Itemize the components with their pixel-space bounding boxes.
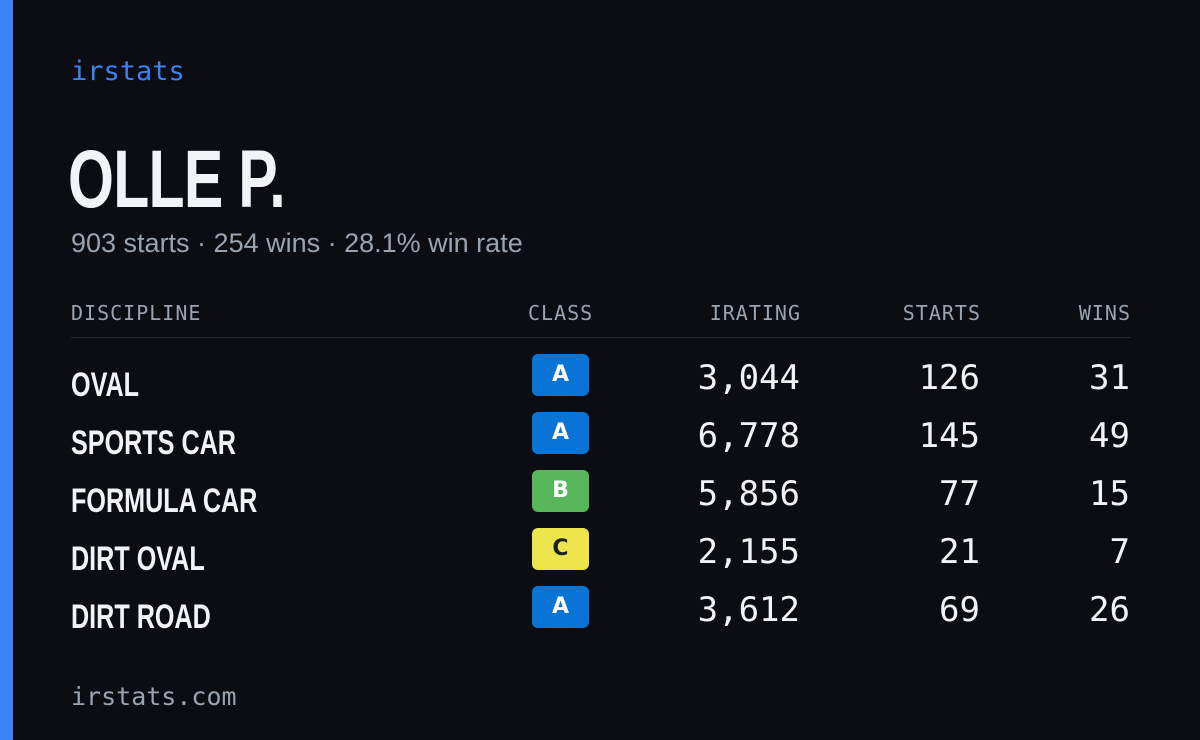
irating-value: 6,778 [697, 416, 800, 456]
starts-value: 69 [939, 590, 980, 630]
irating-value: 2,155 [697, 532, 800, 572]
header-wins: WINS [1078, 301, 1131, 325]
class-badge: A [532, 354, 589, 396]
table-header: DISCIPLINE CLASS IRATING STARTS WINS [71, 299, 1131, 338]
class-badge: A [532, 586, 589, 628]
table-row: SPORTS CAR A 6,778 145 49 [71, 410, 1131, 468]
discipline-name: DIRT ROAD [71, 598, 211, 636]
wins-value: 31 [1089, 358, 1130, 398]
wins-value: 7 [1109, 532, 1130, 572]
discipline-name: DIRT OVAL [71, 540, 205, 578]
brand-logo-text: irstats [71, 56, 185, 87]
wins-value: 26 [1089, 590, 1130, 630]
header-starts: STARTS [902, 301, 981, 325]
discipline-name: OVAL [71, 366, 140, 404]
irating-value: 3,612 [697, 590, 800, 630]
class-badge: A [532, 412, 589, 454]
table-body: OVAL A 3,044 126 31 SPORTS CAR A 6,778 1… [71, 352, 1131, 642]
header-discipline: DISCIPLINE [71, 301, 202, 325]
table-row: FORMULA CAR B 5,856 77 15 [71, 468, 1131, 526]
table-row: DIRT ROAD A 3,612 69 26 [71, 584, 1131, 642]
wins-value: 15 [1089, 474, 1130, 514]
starts-value: 21 [939, 532, 980, 572]
irating-value: 3,044 [697, 358, 800, 398]
driver-summary: 903 starts · 254 wins · 28.1% win rate [71, 228, 523, 258]
table-row: OVAL A 3,044 126 31 [71, 352, 1131, 410]
class-badge: B [532, 470, 589, 512]
discipline-name: FORMULA CAR [71, 482, 258, 520]
starts-value: 77 [939, 474, 980, 514]
accent-bar [0, 0, 13, 740]
class-badge: C [532, 528, 589, 570]
header-class: CLASS [528, 301, 594, 325]
starts-value: 126 [918, 358, 980, 398]
header-irating: IRATING [709, 301, 801, 325]
wins-value: 49 [1089, 416, 1130, 456]
starts-value: 145 [918, 416, 980, 456]
table-row: DIRT OVAL C 2,155 21 7 [71, 526, 1131, 584]
driver-name: OLLE P. [68, 134, 286, 225]
footer-url: irstats.com [71, 682, 237, 711]
irating-value: 5,856 [697, 474, 800, 514]
discipline-name: SPORTS CAR [71, 424, 236, 462]
